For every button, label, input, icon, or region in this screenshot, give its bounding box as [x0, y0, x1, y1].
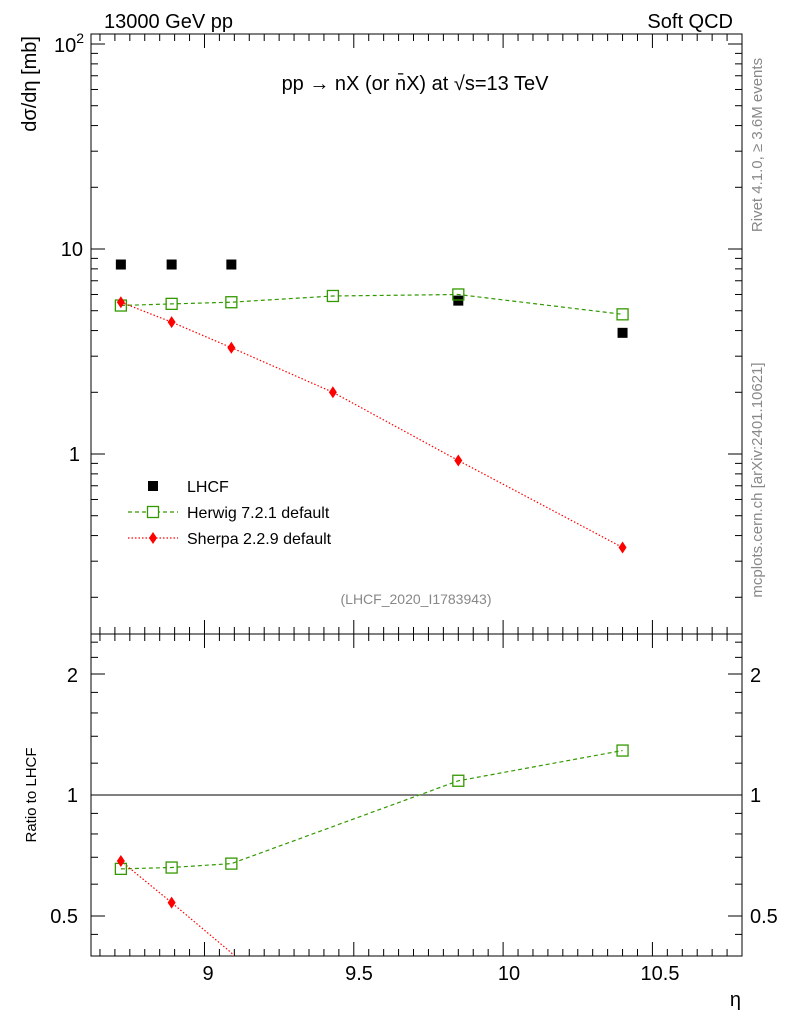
ytick-label-100: 102 — [54, 30, 84, 57]
ratio-ticks — [91, 634, 742, 956]
sherpa-point — [167, 316, 176, 329]
header-left: 13000 GeV pp — [104, 11, 233, 33]
ratio-ytick-label-right-0.5: 0.5 — [750, 906, 778, 928]
sherpa-point — [116, 296, 125, 309]
legend-herwig-marker — [146, 505, 160, 519]
ratio-herwig-point — [165, 861, 178, 874]
mcplots-label: mcplots.cern.ch [arXiv:2401.10621] — [749, 362, 766, 597]
rivet-label: Rivet 4.1.0, ≥ 3.6M events — [749, 58, 766, 232]
ratio-ylabel: Ratio to LHCF — [23, 747, 40, 842]
sherpa-point — [618, 541, 627, 554]
herwig-line — [120, 293, 623, 315]
herwig-point — [452, 288, 465, 301]
analysis-label: (LHCF_2020_I1783943) — [341, 591, 492, 607]
legend-lhcf-marker — [148, 481, 158, 491]
sherpa-point — [227, 341, 236, 354]
lhcf-point — [617, 327, 628, 338]
ytick-label-10: 10 — [61, 239, 83, 261]
ytick-label-1: 1 — [69, 444, 80, 466]
ratio-sherpa-line — [120, 860, 235, 956]
ratio-herwig-point — [225, 857, 238, 870]
sherpa-point — [454, 454, 463, 467]
main-ticks — [91, 34, 742, 634]
lhcf-point — [226, 259, 237, 270]
xtick-label-10.5: 10.5 — [641, 963, 680, 985]
ratio-ytick-label-right-1: 1 — [750, 785, 761, 807]
ratio-data-layer — [114, 744, 629, 956]
ratio-ytick-label-right-2: 2 — [750, 665, 761, 687]
legend-sherpa-label: Sherpa 2.2.9 default — [187, 531, 332, 548]
ratio-sherpa-point — [167, 896, 176, 909]
lhcf-point — [115, 259, 126, 270]
ratio-herwig-point — [616, 744, 629, 757]
legend-sherpa-marker — [149, 532, 157, 544]
legend: LHCF Herwig 7.2.1 default Sherpa 2.2.9 d… — [128, 479, 332, 548]
chart-title: pp → nX (or n̄X) at √s=13 TeV — [282, 72, 550, 95]
herwig-point — [225, 296, 238, 309]
main-ylabel: dσ/dη [mb] — [19, 36, 41, 132]
lhcf-point — [166, 259, 177, 270]
herwig-point — [326, 289, 340, 303]
xtick-label-10: 10 — [498, 963, 520, 985]
ratio-herwig-line — [120, 749, 623, 870]
ratio-ytick-label-2: 2 — [67, 665, 78, 687]
xtick-label-9.5: 9.5 — [345, 963, 373, 985]
ratio-herwig-point — [452, 774, 465, 787]
ratio-ytick-label-0.5: 0.5 — [50, 906, 78, 928]
sherpa-point — [328, 386, 337, 399]
x-axis-title: η — [730, 989, 741, 1011]
herwig-point — [616, 308, 629, 321]
xtick-label-9: 9 — [202, 963, 213, 985]
ratio-sherpa-point — [116, 855, 125, 868]
legend-herwig-label: Herwig 7.2.1 default — [187, 505, 330, 522]
main-data-layer — [114, 259, 629, 554]
ratio-ytick-label-1: 1 — [67, 785, 78, 807]
herwig-point — [165, 297, 178, 311]
header-right: Soft QCD — [647, 11, 733, 33]
legend-lhcf-label: LHCF — [187, 479, 229, 496]
